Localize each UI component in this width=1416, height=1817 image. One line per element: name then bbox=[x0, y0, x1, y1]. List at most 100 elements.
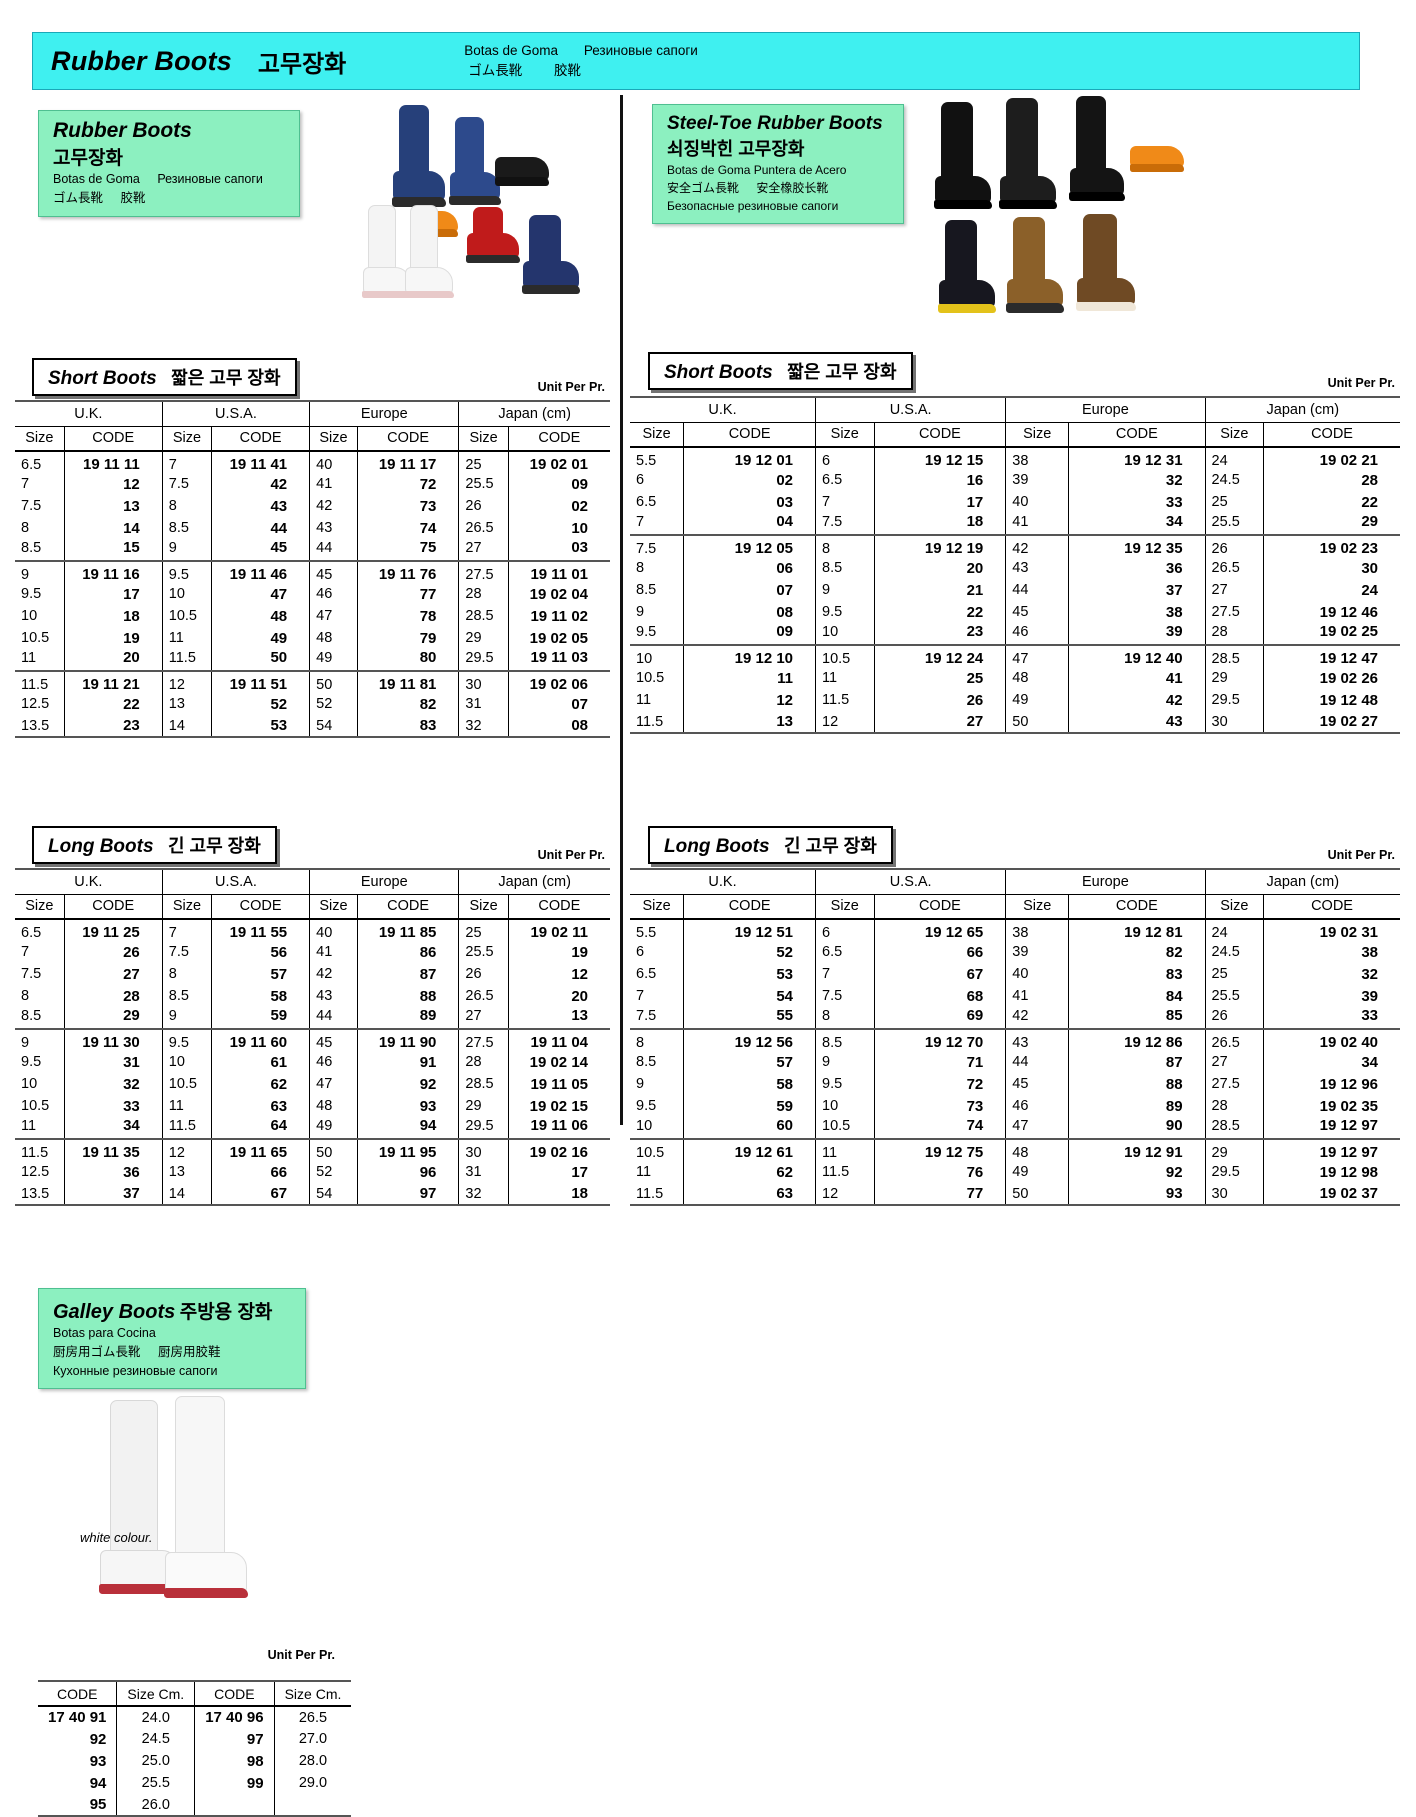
cell-usa-code: 19 11 60 bbox=[211, 1029, 311, 1051]
cell-usa-code: 19 12 65 bbox=[873, 919, 1007, 941]
cell-usa-size: 11 bbox=[161, 1095, 213, 1117]
cell-europe-size: 43 bbox=[309, 985, 358, 1007]
cell-usa-code: 44 bbox=[211, 517, 311, 539]
cell-europe-size: 46 bbox=[1005, 623, 1070, 646]
label-galley-zh: 厨房用胶鞋 bbox=[158, 1344, 221, 1359]
cell-japan-code: 19 11 03 bbox=[507, 649, 610, 672]
cell-japan-size: 28.5 bbox=[458, 605, 509, 627]
cell-uk-size: 11.5 bbox=[630, 711, 685, 734]
cell-europe-code: 87 bbox=[1068, 1051, 1206, 1073]
cell-japan-code: 19 02 15 bbox=[507, 1095, 610, 1117]
table-row: 8 28 8.5 58 43 88 26.5 20 bbox=[15, 985, 610, 1007]
cell-europe-size: 54 bbox=[309, 715, 358, 738]
cell-uk-size: 11 bbox=[630, 1161, 685, 1183]
table-header-regions: U.K. U.S.A. Europe Japan (cm) bbox=[15, 400, 610, 427]
table-row: 9.5 09 10 23 46 39 28 19 02 25 bbox=[630, 623, 1400, 646]
cell-europe-size: 46 bbox=[309, 1051, 358, 1073]
cell-usa-size: 12 bbox=[161, 671, 213, 693]
galley-row: 93 25.0 98 28.0 bbox=[38, 1750, 352, 1772]
cell-usa-code: 16 bbox=[873, 469, 1007, 491]
cell-usa-size: 14 bbox=[161, 715, 213, 738]
cell-usa-code: 43 bbox=[211, 495, 311, 517]
cell-japan-code: 19 11 02 bbox=[507, 605, 610, 627]
cell-europe-size: 39 bbox=[1005, 941, 1070, 963]
cell-europe-code: 77 bbox=[356, 583, 460, 605]
cell-japan-code: 18 bbox=[507, 1183, 610, 1206]
cell-usa-code: 53 bbox=[211, 715, 311, 738]
cell-uk-size: 9 bbox=[630, 601, 685, 623]
cell-europe-code: 19 12 81 bbox=[1068, 919, 1206, 941]
header-usa-size: Size bbox=[161, 426, 213, 452]
cell-japan-size: 29 bbox=[458, 1095, 509, 1117]
cell-europe-size: 48 bbox=[309, 627, 358, 649]
cell-uk-code: 19 11 30 bbox=[63, 1029, 163, 1051]
cell-europe-size: 44 bbox=[309, 1007, 358, 1030]
cell-japan-code: 19 12 46 bbox=[1263, 601, 1400, 623]
cell-usa-code: 49 bbox=[211, 627, 311, 649]
header-japan-code: CODE bbox=[1263, 894, 1400, 920]
cell-japan-size: 25 bbox=[1204, 963, 1265, 985]
cell-uk-code: 14 bbox=[63, 517, 163, 539]
header-europe-code: CODE bbox=[356, 426, 460, 452]
cell-europe-size: 47 bbox=[309, 605, 358, 627]
cell-japan-code: 20 bbox=[507, 985, 610, 1007]
header-usa-size: Size bbox=[815, 422, 875, 448]
cell-europe-size: 46 bbox=[1005, 1095, 1070, 1117]
label-galley-ja: 厨房用ゴム長靴 bbox=[53, 1344, 141, 1359]
boot-photo-steel-black-2 bbox=[999, 98, 1057, 216]
table-row: 12.5 22 13 52 52 82 31 07 bbox=[15, 693, 610, 715]
cell-usa-size: 7.5 bbox=[161, 941, 213, 963]
cell-europe-size: 45 bbox=[309, 1029, 358, 1051]
cell-uk-code: 04 bbox=[683, 513, 817, 536]
steel-toe-long-boots-size-table: U.K. U.S.A. Europe Japan (cm) Size CODE Size CO… bbox=[630, 868, 1400, 1206]
cell-uk-size: 12.5 bbox=[15, 693, 65, 715]
galley-cell-code-left: 94 bbox=[38, 1772, 118, 1794]
cell-usa-size: 6 bbox=[815, 447, 875, 469]
table-row: 5.5 19 12 51 6 19 12 65 38 19 12 81 24 19 02 31 bbox=[630, 919, 1400, 941]
header-usa-code: CODE bbox=[211, 426, 311, 452]
table-header-subcolumns: Size CODE Size CODE Size CODE Size CODE bbox=[630, 894, 1400, 920]
cell-uk-code: 32 bbox=[63, 1073, 163, 1095]
cell-japan-code: 34 bbox=[1263, 1051, 1400, 1073]
header-japan-size: Size bbox=[458, 426, 509, 452]
cell-uk-size: 11.5 bbox=[15, 671, 65, 693]
header-region-uk: U.K. bbox=[15, 400, 163, 427]
galley-cell-size-right: 26.5 bbox=[273, 1706, 352, 1728]
cell-japan-size: 26.5 bbox=[458, 985, 509, 1007]
table-row: 9.5 59 10 73 46 89 28 19 02 35 bbox=[630, 1095, 1400, 1117]
cell-uk-code: 03 bbox=[683, 491, 817, 513]
cell-uk-code: 19 bbox=[63, 627, 163, 649]
cell-uk-size: 6 bbox=[630, 941, 685, 963]
boot-photo-navy-tall bbox=[392, 105, 446, 210]
cell-usa-code: 74 bbox=[873, 1117, 1007, 1140]
cell-japan-size: 26 bbox=[458, 963, 509, 985]
galley-cell-code-right: 99 bbox=[194, 1772, 275, 1794]
galley-header-code-left: CODE bbox=[38, 1680, 118, 1707]
cell-japan-size: 27.5 bbox=[458, 1029, 509, 1051]
cell-uk-size: 6.5 bbox=[15, 451, 65, 473]
table-row: 9 19 11 30 9.5 19 11 60 45 19 11 90 27.5 19 11 … bbox=[15, 1029, 610, 1051]
table-row: 13.5 37 14 67 54 97 32 18 bbox=[15, 1183, 610, 1206]
cell-europe-size: 45 bbox=[309, 561, 358, 583]
cell-europe-size: 40 bbox=[309, 451, 358, 473]
cell-uk-code: 08 bbox=[683, 601, 817, 623]
cell-japan-code: 19 11 05 bbox=[507, 1073, 610, 1095]
cell-usa-size: 10 bbox=[815, 1095, 875, 1117]
cell-uk-code: 63 bbox=[683, 1183, 817, 1206]
cell-uk-code: 55 bbox=[683, 1007, 817, 1030]
cell-europe-code: 92 bbox=[1068, 1161, 1206, 1183]
header-region-europe: Europe bbox=[309, 400, 460, 427]
cell-usa-size: 11 bbox=[815, 1139, 875, 1161]
label-galley-en: Galley Boots bbox=[53, 1301, 176, 1323]
label-steel-zh: 安全橡胶长靴 bbox=[756, 181, 829, 195]
cell-japan-size: 29 bbox=[458, 627, 509, 649]
cell-europe-size: 42 bbox=[309, 495, 358, 517]
cell-usa-code: 19 11 55 bbox=[211, 919, 311, 941]
label-galley-ru: Кухонные резиновые сапоги bbox=[53, 1363, 218, 1378]
cell-usa-code: 67 bbox=[211, 1183, 311, 1206]
galley-header-size-left: Size Cm. bbox=[116, 1680, 196, 1707]
cell-japan-code: 39 bbox=[1263, 985, 1400, 1007]
cell-europe-size: 42 bbox=[309, 963, 358, 985]
cell-japan-code: 19 02 21 bbox=[1263, 447, 1400, 469]
cell-uk-code: 07 bbox=[683, 579, 817, 601]
